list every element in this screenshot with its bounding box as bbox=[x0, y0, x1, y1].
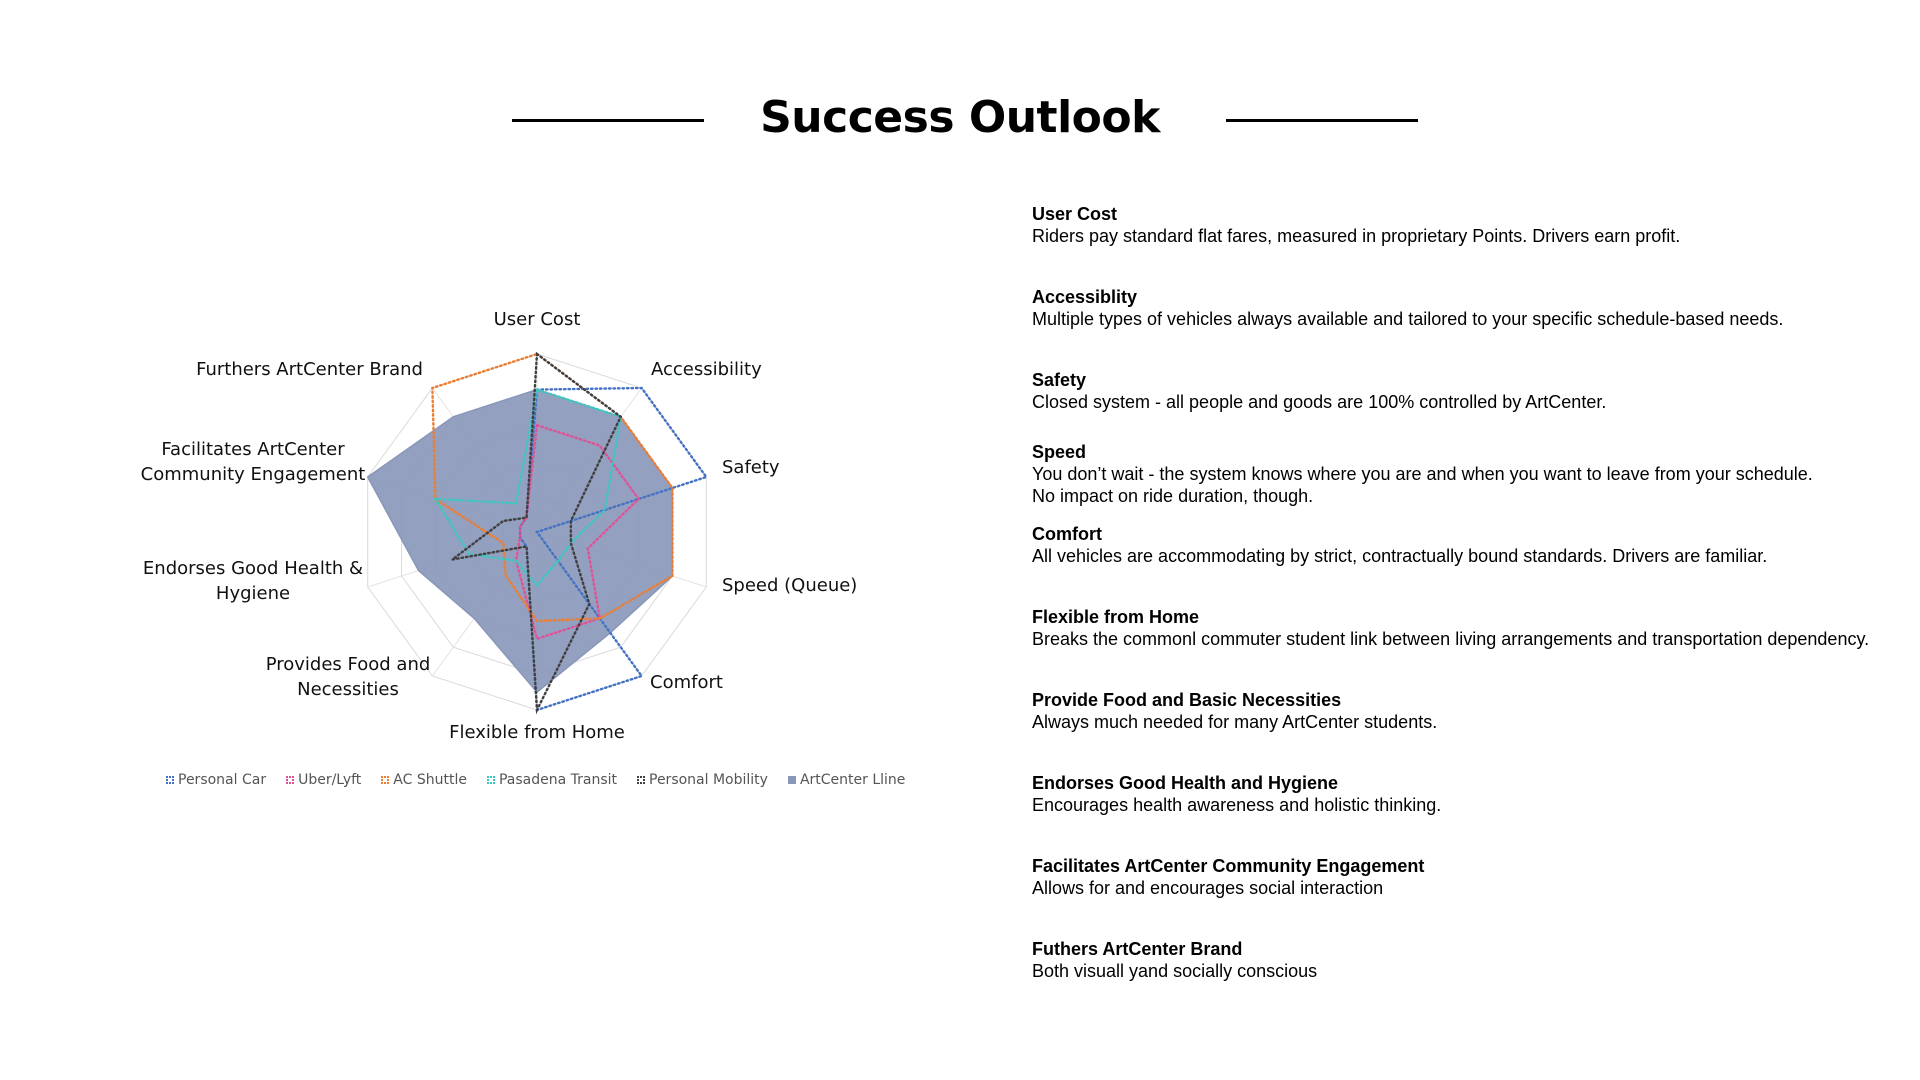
description-item: Provide Food and Basic Necessities Always… bbox=[1032, 689, 1892, 733]
series-pasadena-transit bbox=[433, 388, 623, 588]
legend-label: Personal Mobility bbox=[649, 772, 768, 788]
description-item: Flexible from Home Breaks the commonl com… bbox=[1032, 606, 1892, 650]
description-heading: Futhers ArtCenter Brand bbox=[1032, 939, 1243, 959]
description-body: Breaks the commonl commuter student link… bbox=[1032, 629, 1870, 649]
description-heading: Provide Food and Basic Necessities bbox=[1032, 690, 1342, 710]
legend-swatch bbox=[286, 776, 295, 784]
radar-chart: User Cost Accessibility Safety Speed (Queue… bbox=[141, 309, 858, 743]
description-item: Facilitates ArtCenter Community Engageme… bbox=[1032, 855, 1892, 899]
description-heading: Endorses Good Health and Hygiene bbox=[1032, 773, 1339, 793]
description-body: You don’t wait - the system knows where … bbox=[1032, 464, 1813, 506]
description-body: Multiple types of vehicles always availa… bbox=[1032, 309, 1784, 329]
description-heading: Flexible from Home bbox=[1032, 607, 1200, 627]
legend-label: Personal Car bbox=[178, 772, 267, 788]
description-item: Endorses Good Health and Hygiene Encourag… bbox=[1032, 772, 1892, 816]
description-body: Always much needed for many ArtCenter st… bbox=[1032, 712, 1438, 732]
axis-label: Comfort bbox=[650, 672, 723, 693]
legend-item: Personal Car bbox=[166, 772, 266, 788]
description-heading: Speed bbox=[1032, 442, 1087, 462]
legend-item: Personal Mobility bbox=[637, 772, 768, 788]
legend-label: AC Shuttle bbox=[393, 772, 467, 788]
series-personal-mobility bbox=[451, 351, 623, 715]
description-heading: Accessiblity bbox=[1032, 287, 1138, 307]
series-uber-lyft bbox=[514, 423, 641, 641]
description-body: Closed system - all people and goods are… bbox=[1032, 392, 1607, 412]
title-rule-right bbox=[1226, 119, 1418, 122]
description-body: All vehicles are accommodating by strict… bbox=[1032, 546, 1768, 566]
description-item: Speed You don’t wait - the system knows w… bbox=[1032, 441, 1892, 507]
description-item: Accessiblity Multiple types of vehicles a… bbox=[1032, 286, 1892, 330]
legend-swatch bbox=[637, 776, 645, 784]
title-area: Success Outlook bbox=[0, 88, 1920, 148]
legend-item: Uber/Lyft bbox=[286, 772, 361, 788]
legend-swatch bbox=[381, 776, 390, 784]
legend-label: ArtCenter Lline bbox=[799, 772, 906, 788]
axis-label: User Cost bbox=[494, 309, 581, 330]
axis-label: Endorses Good Health & Hygiene bbox=[143, 558, 363, 604]
axis-label: Flexible from Home bbox=[449, 722, 625, 743]
chart-legend: Personal Car Uber/Lyft AC Shuttle Pasadena … bbox=[166, 772, 906, 788]
legend-item: AC Shuttle bbox=[381, 772, 467, 788]
legend-swatch bbox=[486, 776, 495, 784]
axis-label: Provides Food and Necessities bbox=[266, 654, 431, 700]
description-body: Allows for and encourages social interac… bbox=[1032, 878, 1384, 898]
description-body: Riders pay standard flat fares, measured… bbox=[1032, 226, 1681, 246]
description-item: Comfort All vehicles are accommodating by… bbox=[1032, 523, 1892, 567]
description-item: Safety Closed system - all people and goo… bbox=[1032, 369, 1892, 413]
page-title: Success Outlook bbox=[760, 92, 1160, 143]
legend-label: Uber/Lyft bbox=[298, 772, 362, 788]
series-ac-shuttle bbox=[431, 352, 674, 623]
description-heading: User Cost bbox=[1032, 204, 1118, 224]
description-item: Futhers ArtCenter Brand Both visuall yand… bbox=[1032, 938, 1892, 982]
title-rule-left bbox=[512, 119, 704, 122]
description-body: Both visuall yand socially conscious bbox=[1032, 961, 1318, 981]
axis-label: Accessibility bbox=[651, 359, 762, 380]
description-heading: Safety bbox=[1032, 370, 1087, 390]
axis-label: Facilitates ArtCenter Community Engagemen… bbox=[141, 439, 366, 485]
axis-label: Furthers ArtCenter Brand bbox=[196, 359, 423, 380]
legend-swatch bbox=[166, 776, 174, 784]
legend-item: ArtCenter Lline bbox=[787, 772, 906, 788]
legend-label: Pasadena Transit bbox=[498, 772, 617, 788]
description-item: User Cost Riders pay standard flat fares,… bbox=[1032, 203, 1892, 247]
legend-item: Pasadena Transit bbox=[486, 772, 617, 788]
description-heading: Facilitates ArtCenter Community Engageme… bbox=[1032, 856, 1425, 876]
axis-label: Speed (Queue) bbox=[722, 575, 857, 596]
legend-swatch bbox=[787, 776, 796, 784]
description-heading: Comfort bbox=[1032, 524, 1102, 544]
description-body: Encourages health awareness and holistic… bbox=[1032, 795, 1442, 815]
axis-label: Safety bbox=[722, 457, 780, 478]
